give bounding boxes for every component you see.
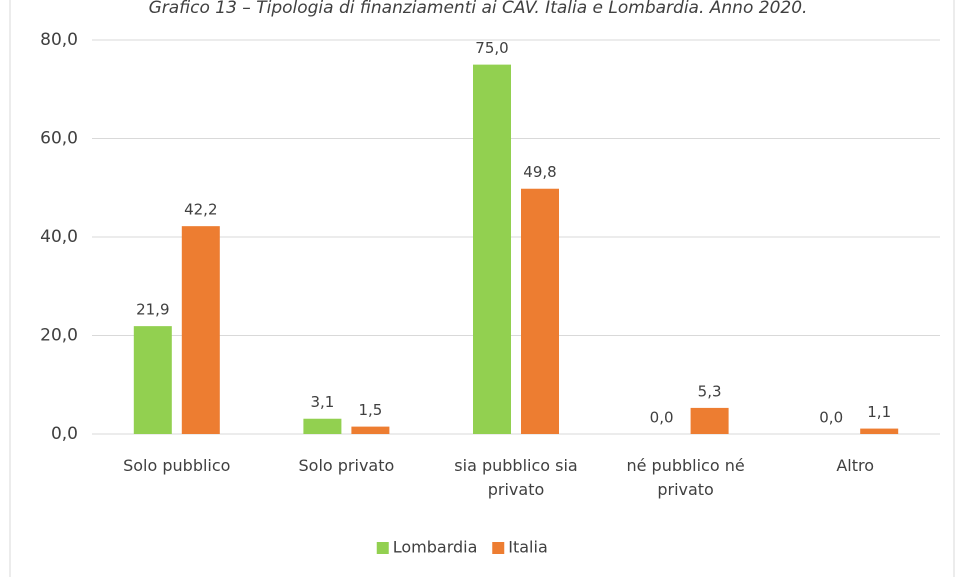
bar [133,326,172,434]
bar [690,407,729,434]
y-tick-label: 60,0 [40,129,78,149]
y-tick-label: 40,0 [40,227,78,247]
data-label: 0,0 [819,409,843,427]
y-tick-label: 20,0 [40,326,78,346]
bar [860,428,899,434]
legend-label: Lombardia [393,538,478,557]
data-label: 0,0 [650,409,674,427]
bar [473,64,511,434]
bar [521,188,559,434]
bar [351,426,390,434]
chart-frame [9,0,955,577]
data-label: 42,2 [184,201,217,219]
data-label: 3,1 [310,393,334,411]
y-tick-label: 0,0 [51,424,78,444]
data-label: 5,3 [698,382,722,400]
legend-label: Italia [508,538,548,557]
legend-swatch [492,542,505,554]
bar [181,226,220,434]
x-tick-label: Solo privato [298,456,395,475]
x-tick-label: sia pubblico sia privato [454,456,578,499]
bar [303,418,342,434]
legend-swatch [376,542,389,554]
data-label: 21,9 [136,301,169,319]
data-label: 75,0 [475,39,508,57]
y-tick-label: 80,0 [40,30,78,50]
x-tick-label: Altro [836,456,875,475]
x-tick-label: né pubblico né privato [626,456,745,499]
x-tick-label: Solo pubblico [123,456,231,475]
data-label: 1,5 [358,401,382,419]
chart-title: Grafico 13 – Tipologia di finanziamenti … [149,0,808,18]
data-label: 49,8 [523,163,556,181]
data-label: 1,1 [867,403,891,421]
